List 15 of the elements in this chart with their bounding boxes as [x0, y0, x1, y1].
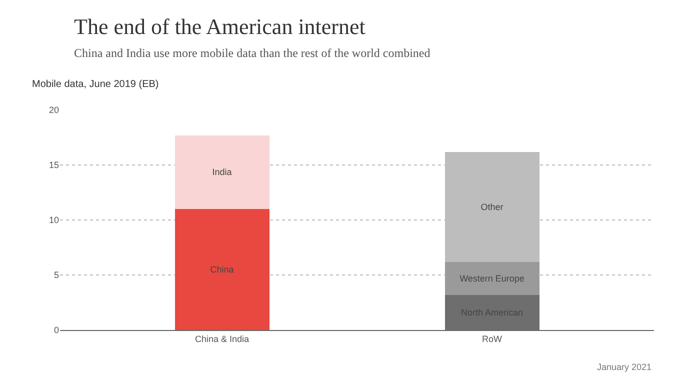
y-tick-label: 5: [54, 270, 59, 280]
chart-title: The end of the American internet: [74, 14, 366, 39]
y-tick-label: 15: [48, 160, 59, 170]
series-label: India: [212, 167, 232, 178]
series-label: Other: [480, 202, 504, 212]
y-tick-label: 10: [48, 215, 59, 226]
y-tick-label: 20: [48, 105, 59, 116]
series-label: Western Europe: [460, 273, 524, 284]
x-tick-label: RoW: [482, 334, 503, 344]
y-tick-label: 0: [54, 325, 59, 336]
x-tick-label: China & India: [194, 334, 250, 344]
chart-subtitle: China and India use more mobile data than the rest of the world combined: [74, 46, 430, 60]
text: January 2021: [597, 362, 652, 372]
y-axis-title: Mobile data, June 2019 (EB): [32, 79, 159, 90]
series-label: China: [210, 264, 234, 274]
